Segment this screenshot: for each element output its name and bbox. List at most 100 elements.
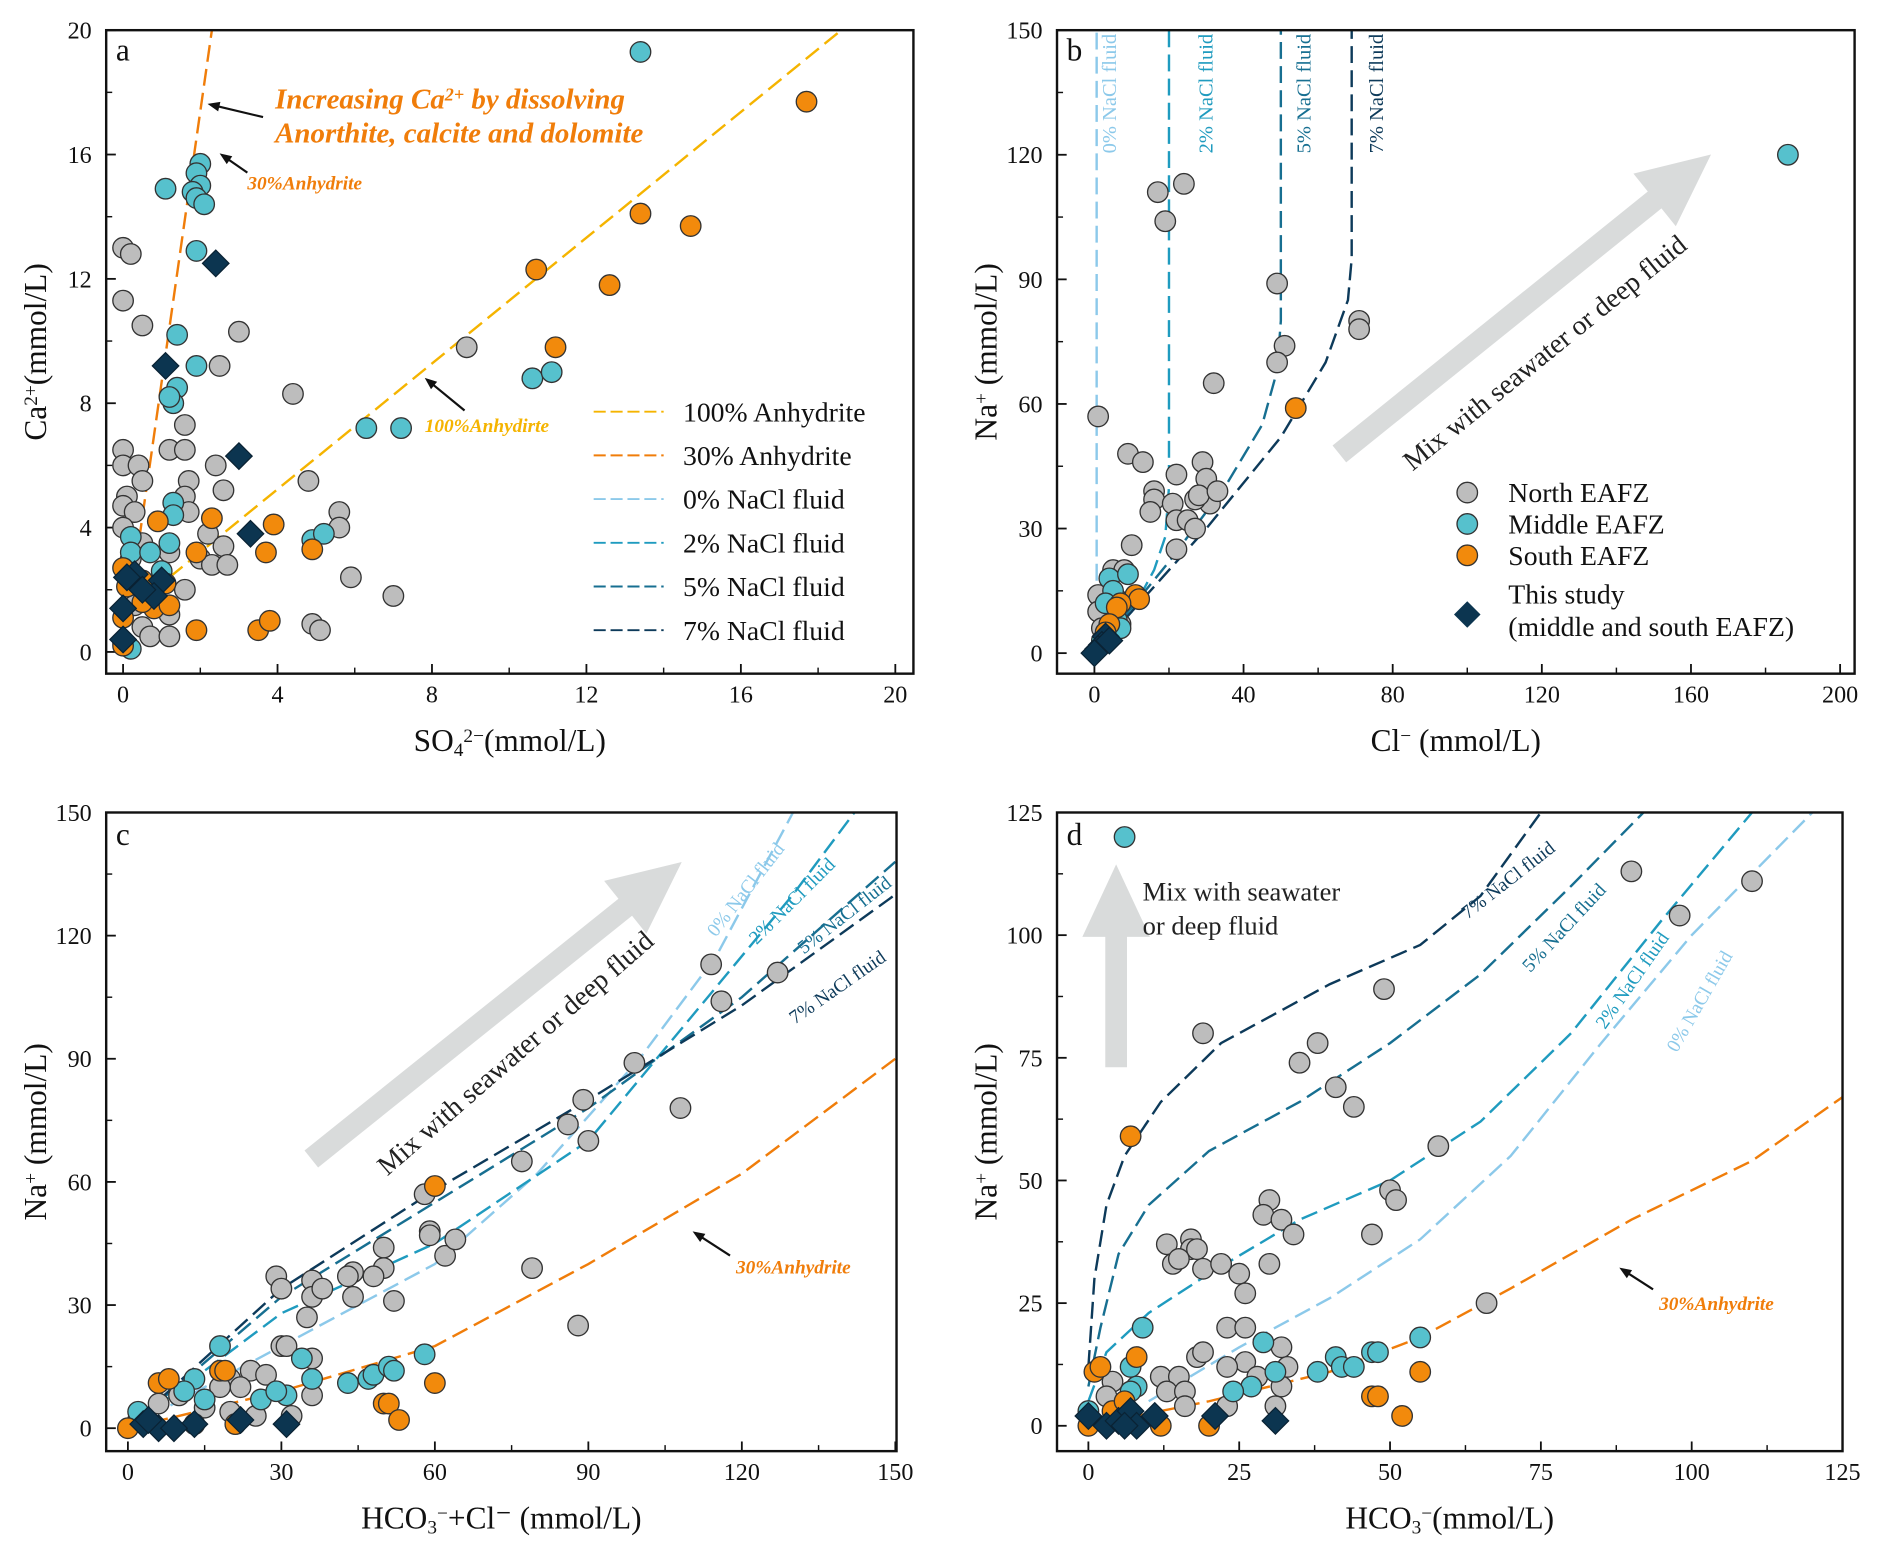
line-nacl7 bbox=[1093, 30, 1353, 654]
point-north bbox=[311, 1277, 334, 1300]
y-tick-label: 20 bbox=[68, 18, 92, 45]
point-north bbox=[1192, 1341, 1214, 1364]
point-middle bbox=[1117, 563, 1139, 586]
arrow-ca bbox=[214, 104, 264, 119]
arrow-anh30-head bbox=[692, 1231, 706, 1243]
curve-label-nacl0: 0% NaCl fluid bbox=[1099, 34, 1121, 154]
point-north bbox=[119, 243, 142, 265]
y-tick-label: 0 bbox=[80, 1416, 92, 1443]
point-middle bbox=[1252, 1331, 1275, 1354]
point-south bbox=[1409, 1360, 1432, 1383]
point-south bbox=[1367, 1385, 1389, 1408]
point-middle bbox=[336, 1372, 359, 1394]
mix-arrow bbox=[304, 861, 682, 1168]
point-south bbox=[388, 1409, 410, 1431]
point-middle bbox=[1306, 1360, 1329, 1383]
point-south bbox=[146, 510, 169, 533]
x-tick-label: 100 bbox=[1674, 1459, 1710, 1486]
point-this_study bbox=[151, 351, 180, 381]
x-tick-label: 0 bbox=[1088, 682, 1100, 709]
point-north bbox=[418, 1224, 441, 1247]
panel-c: 0 30 60 90 120 150 0 30 60 90 120 150 HCO3−+Cl⁻ (mmo… bbox=[18, 800, 914, 1538]
point-middle bbox=[355, 417, 378, 440]
point-south bbox=[185, 619, 208, 642]
x-tick-label: 0 bbox=[1082, 1459, 1094, 1486]
point-north bbox=[1172, 172, 1195, 195]
x-tick-label: 8 bbox=[426, 682, 438, 709]
point-south bbox=[598, 274, 621, 297]
point-south bbox=[1391, 1405, 1414, 1427]
y-tick-label: 60 bbox=[68, 1169, 92, 1196]
point-north bbox=[1741, 870, 1763, 893]
point-north bbox=[1206, 480, 1229, 503]
annotation-ca-2: Anorthite, calcite and dolomite bbox=[273, 117, 643, 149]
point-north bbox=[1228, 1262, 1251, 1285]
annotation-mix-2: or deep fluid bbox=[1143, 910, 1279, 940]
point-north bbox=[1668, 904, 1691, 927]
legend-label: This study bbox=[1508, 580, 1625, 611]
plot-frame bbox=[104, 28, 915, 675]
x-tick-label: 50 bbox=[1378, 1459, 1402, 1486]
curve-label-nacl2: 2% NaCl fluid bbox=[1196, 34, 1218, 154]
annotation-ca: Increasing Ca2+ by dissolving bbox=[274, 84, 625, 116]
point-north bbox=[1324, 1076, 1347, 1099]
plot-frame bbox=[1055, 28, 1856, 675]
point-north bbox=[1234, 1282, 1257, 1305]
scatter-points bbox=[1080, 143, 1799, 668]
point-south bbox=[258, 609, 281, 632]
point-north bbox=[567, 1314, 590, 1337]
point-north bbox=[1475, 1292, 1498, 1315]
point-middle bbox=[1113, 826, 1136, 848]
point-middle bbox=[383, 1359, 405, 1382]
point-north bbox=[270, 1277, 293, 1300]
point-north bbox=[173, 438, 196, 461]
x-tick-label: 20 bbox=[883, 682, 907, 709]
point-north bbox=[1266, 272, 1289, 295]
y-tick-label: 4 bbox=[80, 515, 92, 542]
y-tick-label: 50 bbox=[1018, 1168, 1042, 1195]
x-tick-label: 4 bbox=[271, 682, 283, 709]
point-north bbox=[577, 1129, 600, 1152]
legend-label: (middle and south EAFZ) bbox=[1508, 612, 1794, 643]
point-this_study bbox=[128, 575, 157, 604]
y-tick-label: 60 bbox=[1018, 391, 1042, 418]
point-north bbox=[372, 1236, 395, 1259]
line-nacl7 bbox=[127, 893, 897, 1430]
point-middle bbox=[166, 323, 189, 346]
x-axis-title: Cl− (mmol/L) bbox=[1371, 723, 1541, 758]
point-north bbox=[1216, 1355, 1239, 1378]
point-north bbox=[1373, 978, 1395, 1001]
line-nacl2 bbox=[1087, 812, 1753, 1402]
point-north bbox=[339, 566, 362, 589]
point-north bbox=[1120, 534, 1143, 557]
legend-label: 30% Anhydrite bbox=[683, 441, 852, 472]
point-north bbox=[1620, 860, 1643, 883]
point-middle bbox=[158, 386, 181, 408]
panel-a: 0 4 8 12 16 20 0 4 8 12 16 20 SO42−(mmol/L) Ca2+(mmol… bbox=[18, 18, 915, 761]
x-tick-label: 75 bbox=[1529, 1459, 1553, 1486]
point-south bbox=[1284, 397, 1307, 420]
point-north bbox=[1155, 1233, 1178, 1256]
annotation-anh100: 100%Anhydirte bbox=[425, 416, 550, 437]
y-tick-label: 16 bbox=[68, 142, 92, 169]
point-south bbox=[544, 336, 567, 359]
point-north bbox=[623, 1051, 646, 1074]
y-tick-label: 90 bbox=[1018, 267, 1042, 294]
point-north bbox=[173, 414, 196, 436]
y-tick-label: 30 bbox=[68, 1293, 92, 1320]
point-north bbox=[297, 470, 320, 492]
curve-label-nacl7: 7% NaCl fluid bbox=[1366, 34, 1388, 154]
x-tick-label: 30 bbox=[269, 1459, 293, 1486]
legend-marker-south bbox=[1456, 544, 1479, 567]
point-middle bbox=[193, 193, 216, 216]
legend-label: 2% NaCl fluid bbox=[683, 528, 845, 559]
point-middle bbox=[185, 239, 208, 262]
legend-label: 100% Anhydrite bbox=[683, 397, 866, 428]
point-north bbox=[1165, 463, 1188, 486]
y-tick-label: 0 bbox=[80, 639, 92, 666]
point-north bbox=[510, 1150, 533, 1173]
point-north bbox=[309, 619, 331, 642]
curve-label-nacl5: 5% NaCl fluid bbox=[1293, 34, 1315, 154]
arrow-anh30 bbox=[698, 1234, 731, 1257]
